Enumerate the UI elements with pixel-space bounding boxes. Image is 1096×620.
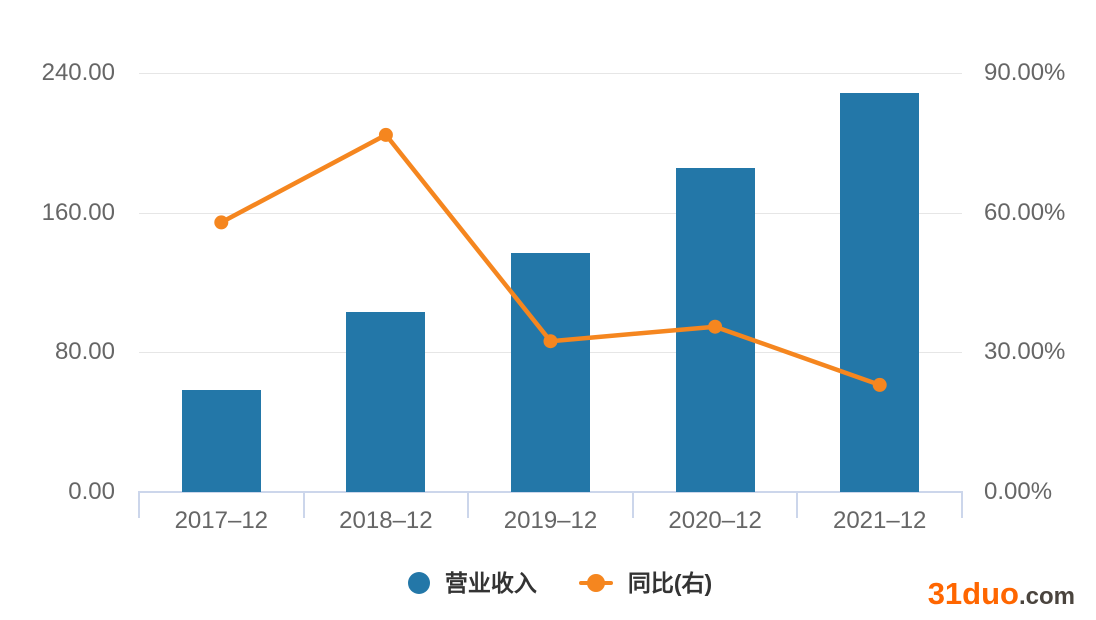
x-axis-label: 2018–12 <box>339 507 433 534</box>
bar-2018–12[interactable] <box>346 311 426 492</box>
right-axis-tick-label: 90.00% <box>984 59 1066 86</box>
x-axis-tick <box>631 492 634 518</box>
x-axis-label: 2017–12 <box>174 507 269 534</box>
left-axis-tick-label: 0.00 <box>68 478 115 505</box>
bar-2017–12[interactable] <box>181 390 261 492</box>
bar-2021–12[interactable] <box>840 93 920 492</box>
watermark-suffix: .com <box>1018 583 1075 610</box>
x-axis-label: 2020–12 <box>668 507 762 534</box>
left-axis-tick-label: 240.00 <box>41 59 115 86</box>
x-axis-tick <box>467 492 470 518</box>
x-axis-tick <box>138 492 140 518</box>
x-axis-tick <box>302 492 305 518</box>
bar-2019–12[interactable] <box>511 253 590 492</box>
left-axis-tick-label: 160.00 <box>41 198 115 226</box>
line-point-2020–12[interactable]: 同比(右) 2020–12: 35.5% <box>708 319 723 334</box>
x-axis-label: 2019–12 <box>503 507 598 534</box>
gridline-160 <box>139 212 962 214</box>
gridline-240 <box>139 73 962 74</box>
yoy-marker-dot <box>586 574 605 592</box>
legend-label-revenue: 营业收入 <box>444 570 537 596</box>
line-point-2021–12[interactable]: 同比(右) 2021–12: 23% <box>872 377 887 392</box>
line-point-2017–12[interactable]: 同比(右) 2017–12: 57.9% <box>214 215 229 230</box>
legend-item-revenue[interactable]: 营业收入 <box>407 570 537 596</box>
x-axis-label: 2021–12 <box>832 507 927 534</box>
x-axis-tick <box>961 492 963 518</box>
right-axis-tick-label: 60.00% <box>984 198 1066 226</box>
legend: 营业收入 同比(右) <box>12 570 1096 596</box>
line-point-2019–12[interactable]: 同比(右) 2019–12: 32.4% <box>543 334 558 349</box>
left-axis-tick-label: 80.00 <box>54 338 115 366</box>
legend-item-yoy[interactable]: 同比(右) <box>578 570 713 596</box>
yoy-series-marker-icon <box>578 572 613 594</box>
x-axis-line <box>138 491 963 493</box>
legend-label-yoy: 同比(右) <box>627 570 713 596</box>
watermark: 31duo.com <box>928 576 1075 612</box>
x-axis-tick <box>796 492 799 518</box>
revenue-series-marker-icon <box>407 572 430 594</box>
right-axis-tick-label: 30.00% <box>984 338 1066 366</box>
line-point-2018–12[interactable]: 同比(右) 2018–12: 76.7% <box>378 127 393 142</box>
right-axis-tick-label: 0.00% <box>984 478 1053 505</box>
watermark-brand: 31duo <box>927 576 1019 611</box>
